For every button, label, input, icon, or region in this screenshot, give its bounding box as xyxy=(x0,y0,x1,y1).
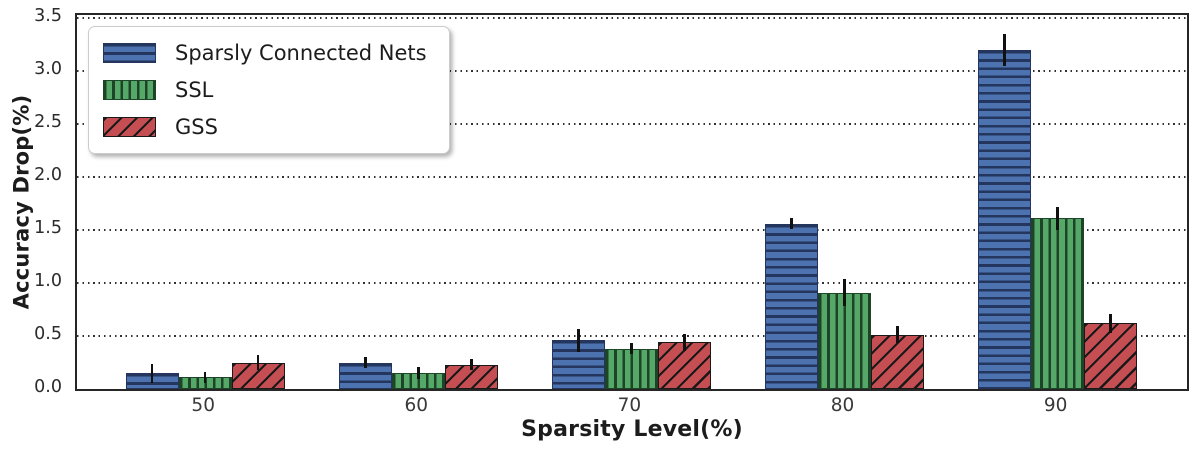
legend-row-sparsly-connected-nets: Sparsly Connected Nets xyxy=(103,40,427,66)
y-tick-label: 1.5 xyxy=(34,218,62,239)
legend-label: GSS xyxy=(175,115,218,139)
y-tick-label: 0.5 xyxy=(34,324,62,345)
error-bar xyxy=(1056,206,1059,231)
bar-sparsly-connected-nets-80 xyxy=(765,223,819,389)
legend: Sparsly Connected Nets SSL GSS xyxy=(88,26,450,154)
bar-gss-80 xyxy=(871,334,925,389)
gridline-2.5 xyxy=(77,123,1187,125)
x-tick-label-70: 70 xyxy=(617,395,642,416)
error-bar xyxy=(364,357,367,368)
error-bar xyxy=(1109,313,1112,333)
legend-row-gss: GSS xyxy=(103,114,427,140)
error-bar xyxy=(203,372,207,383)
error-bar xyxy=(843,278,846,307)
x-axis-label: Sparsity Level(%) xyxy=(521,417,743,442)
y-tick-label: 2.5 xyxy=(34,112,62,133)
y-tick-label: 2.0 xyxy=(34,165,62,186)
bar-ssl-90 xyxy=(1031,218,1085,389)
x-axis-ticks: 50 60 70 80 90 xyxy=(75,395,1189,421)
x-tick-label-60: 60 xyxy=(404,395,429,416)
plot-area xyxy=(75,13,1189,391)
error-bar xyxy=(256,355,260,370)
legend-label: SSL xyxy=(175,78,214,102)
legend-swatch-icon xyxy=(103,43,156,63)
y-axis-ticks: 0.0 0.5 1.0 1.5 2.0 2.5 3.0 3.5 xyxy=(0,6,70,397)
error-bar xyxy=(896,326,899,344)
gridline-2.0 xyxy=(77,176,1187,178)
bar-gss-60 xyxy=(444,364,498,389)
gridline-3.5 xyxy=(77,17,1187,19)
error-bar xyxy=(683,333,686,351)
bar-sparsly-connected-nets-70 xyxy=(551,340,605,389)
gridline-3.0 xyxy=(77,70,1187,72)
y-tick-label: 1.0 xyxy=(34,271,62,292)
x-tick-label-80: 80 xyxy=(830,395,855,416)
bar-ssl-60 xyxy=(391,373,445,389)
bar-gss-90 xyxy=(1084,323,1138,389)
legend-label: Sparsly Connected Nets xyxy=(175,41,427,65)
gridline-1.0 xyxy=(77,282,1187,284)
error-bar xyxy=(150,363,154,383)
bar-ssl-70 xyxy=(604,348,658,389)
bar-sparsly-connected-nets-90 xyxy=(978,49,1032,389)
gridline-0.5 xyxy=(77,335,1187,337)
bar-gss-70 xyxy=(657,342,711,389)
bar-ssl-80 xyxy=(818,292,872,389)
y-tick-label: 0.0 xyxy=(34,377,62,397)
legend-swatch-icon xyxy=(103,80,156,100)
error-bar xyxy=(1003,34,1006,66)
x-tick-label-50: 50 xyxy=(191,395,215,416)
error-bar xyxy=(630,343,633,355)
y-tick-label: 3.0 xyxy=(34,59,62,80)
y-tick-label: 3.5 xyxy=(34,6,62,27)
error-bar xyxy=(577,328,580,352)
error-bar xyxy=(790,218,793,230)
error-bar xyxy=(417,366,420,380)
x-tick-label-90: 90 xyxy=(1043,395,1068,416)
error-bar xyxy=(470,359,473,370)
legend-swatch-icon xyxy=(103,117,156,137)
gridline-1.5 xyxy=(77,229,1187,231)
legend-row-ssl: SSL xyxy=(103,77,427,103)
